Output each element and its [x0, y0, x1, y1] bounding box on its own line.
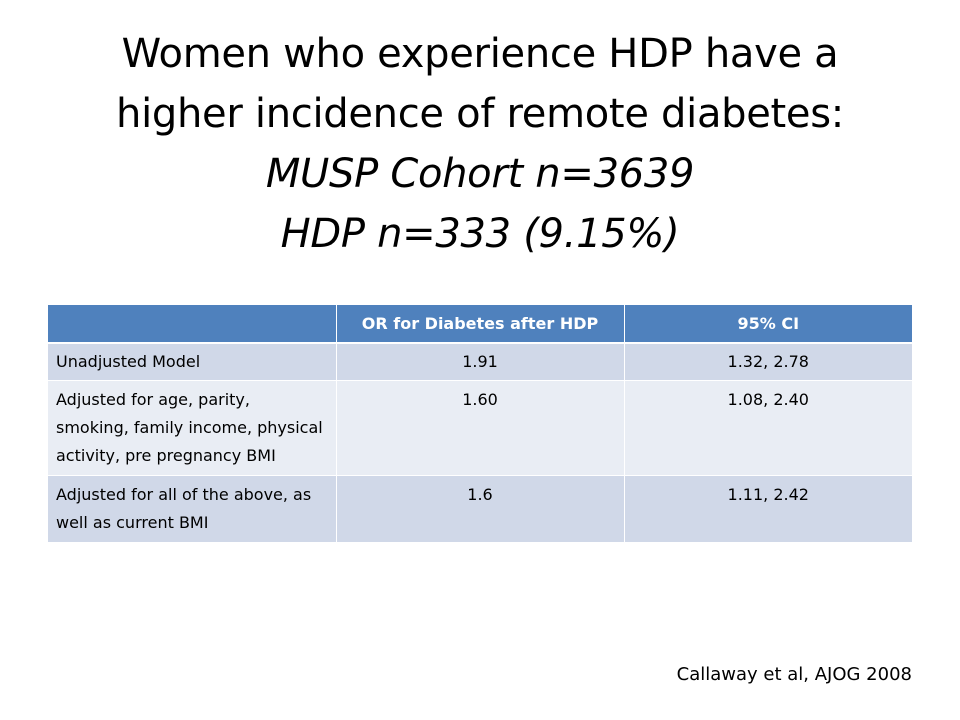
or-cell: 1.60 — [335, 380, 624, 476]
title-line-1: Women who experience HDP have a — [121, 31, 839, 77]
ci-cell: 1.32, 2.78 — [623, 342, 912, 381]
model-cell: Unadjusted Model — [48, 342, 336, 381]
ci-cell: 1.11, 2.42 — [623, 475, 912, 542]
title-line-2: higher incidence of remote diabetes: — [116, 91, 844, 137]
header-cell-ci: 95% CI — [623, 305, 912, 344]
ci-cell: 1.08, 2.40 — [623, 380, 912, 476]
title-line-4: HDP n=333 (9.15%) — [280, 211, 680, 257]
table-row: Adjusted for all of the above, as well a… — [48, 475, 912, 542]
model-cell: Adjusted for all of the above, as well a… — [48, 475, 336, 542]
table-row: Unadjusted Model 1.91 1.32, 2.78 — [48, 342, 912, 381]
or-cell: 1.6 — [335, 475, 624, 542]
or-cell: 1.91 — [335, 342, 624, 381]
slide-title: Women who experience HDP have a higher i… — [40, 24, 920, 264]
table-row: Adjusted for age, parity, smoking, famil… — [48, 380, 912, 476]
header-cell-or: OR for Diabetes after HDP — [335, 305, 624, 344]
citation: Callaway et al, AJOG 2008 — [676, 664, 912, 685]
title-line-3: MUSP Cohort n=3639 — [265, 151, 695, 197]
table-header-row: OR for Diabetes after HDP 95% CI — [48, 305, 912, 344]
results-table: OR for Diabetes after HDP 95% CI Unadjus… — [48, 305, 912, 542]
model-cell: Adjusted for age, parity, smoking, famil… — [48, 380, 336, 476]
header-cell-model — [48, 305, 336, 344]
